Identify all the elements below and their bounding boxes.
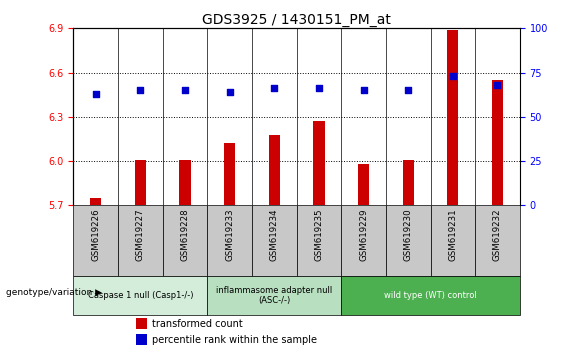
Bar: [180, 160, 190, 205]
Text: GSM619228: GSM619228: [181, 209, 189, 262]
Bar: [492, 80, 503, 205]
Text: inflammasome adapter null
(ASC-/-): inflammasome adapter null (ASC-/-): [216, 286, 332, 305]
Bar: [341, 276, 520, 315]
Text: GSM619231: GSM619231: [449, 209, 457, 262]
Bar: [297, 205, 341, 276]
Text: Caspase 1 null (Casp1-/-): Caspase 1 null (Casp1-/-): [88, 291, 193, 300]
Text: GSM619227: GSM619227: [136, 209, 145, 262]
Bar: [118, 205, 163, 276]
Bar: [431, 205, 475, 276]
Point: [92, 91, 101, 97]
Point: [404, 87, 413, 93]
Point: [225, 89, 234, 95]
Bar: [136, 318, 147, 329]
Point: [181, 87, 190, 93]
Text: GSM619226: GSM619226: [92, 209, 100, 262]
Point: [136, 87, 145, 93]
Point: [315, 86, 324, 91]
Text: wild type (WT) control: wild type (WT) control: [384, 291, 477, 300]
Point: [270, 86, 279, 91]
Text: GSM619229: GSM619229: [359, 209, 368, 261]
Bar: [403, 160, 414, 205]
Text: transformed count: transformed count: [151, 319, 242, 329]
Bar: [269, 135, 280, 205]
Bar: [224, 143, 235, 205]
Bar: [207, 205, 252, 276]
Bar: [447, 30, 458, 205]
Bar: [136, 334, 147, 345]
Bar: [358, 164, 369, 205]
Text: GSM619234: GSM619234: [270, 209, 279, 262]
Bar: [314, 121, 324, 205]
Point: [449, 73, 458, 79]
Bar: [73, 205, 118, 276]
Text: GSM619230: GSM619230: [404, 209, 412, 262]
Text: GSM619235: GSM619235: [315, 209, 323, 262]
Title: GDS3925 / 1430151_PM_at: GDS3925 / 1430151_PM_at: [202, 13, 391, 27]
Bar: [386, 205, 431, 276]
Bar: [90, 198, 101, 205]
Bar: [252, 205, 297, 276]
Point: [359, 87, 368, 93]
Bar: [73, 276, 207, 315]
Bar: [475, 205, 520, 276]
Bar: [163, 205, 207, 276]
Bar: [341, 205, 386, 276]
Bar: [135, 160, 146, 205]
Bar: [207, 276, 341, 315]
Text: GSM619233: GSM619233: [225, 209, 234, 262]
Point: [493, 82, 502, 88]
Text: percentile rank within the sample: percentile rank within the sample: [151, 335, 316, 345]
Text: genotype/variation ▶: genotype/variation ▶: [6, 287, 102, 297]
Text: GSM619232: GSM619232: [493, 209, 502, 262]
